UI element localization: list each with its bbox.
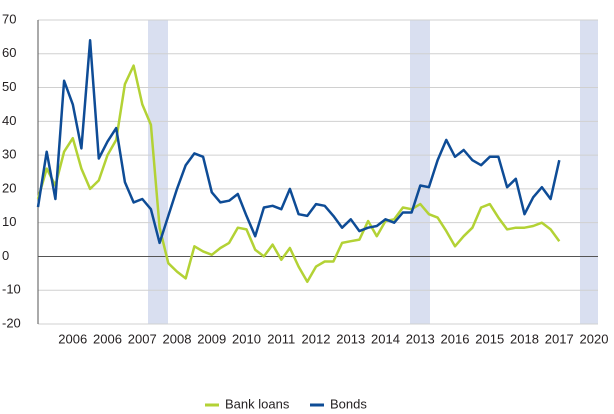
y-tick-label: 50 bbox=[2, 79, 16, 94]
legend-label: Bonds bbox=[330, 396, 367, 411]
legend-label: Bank loans bbox=[225, 396, 290, 411]
y-tick-label: 40 bbox=[2, 113, 16, 128]
recession-band bbox=[580, 20, 598, 324]
y-tick-label: 70 bbox=[2, 11, 16, 26]
series-line bbox=[36, 64, 561, 284]
x-tick-label: 2017 bbox=[545, 331, 574, 346]
recession-band bbox=[410, 20, 430, 324]
x-tick-label: 2013 bbox=[336, 331, 365, 346]
y-tick-label: -20 bbox=[2, 315, 21, 330]
x-tick-label: 2018 bbox=[510, 331, 539, 346]
x-tick-label: 2020 bbox=[580, 331, 609, 346]
x-tick-label: 2015 bbox=[475, 331, 504, 346]
recession-band bbox=[148, 20, 168, 324]
series-line bbox=[36, 39, 561, 245]
y-tick-label: 30 bbox=[2, 147, 16, 162]
x-tick-label: 2014 bbox=[371, 331, 400, 346]
y-tick-label: 20 bbox=[2, 180, 16, 195]
x-tick-label: 2010 bbox=[232, 331, 261, 346]
x-tick-label: 2016 bbox=[441, 331, 470, 346]
x-tick-label: 2007 bbox=[128, 331, 157, 346]
x-tick-label: 2006 bbox=[93, 331, 122, 346]
y-tick-label: -10 bbox=[2, 282, 21, 297]
x-tick-label: 2013 bbox=[406, 331, 435, 346]
x-tick-label: 2008 bbox=[163, 331, 192, 346]
x-tick-label: 2012 bbox=[302, 331, 331, 346]
y-tick-label: 0 bbox=[2, 248, 9, 263]
x-tick-label: 2006 bbox=[58, 331, 87, 346]
y-tick-label: 10 bbox=[2, 214, 16, 229]
y-tick-label: 60 bbox=[2, 45, 16, 60]
x-tick-label: 2009 bbox=[197, 331, 226, 346]
x-tick-label: 2011 bbox=[267, 331, 295, 346]
